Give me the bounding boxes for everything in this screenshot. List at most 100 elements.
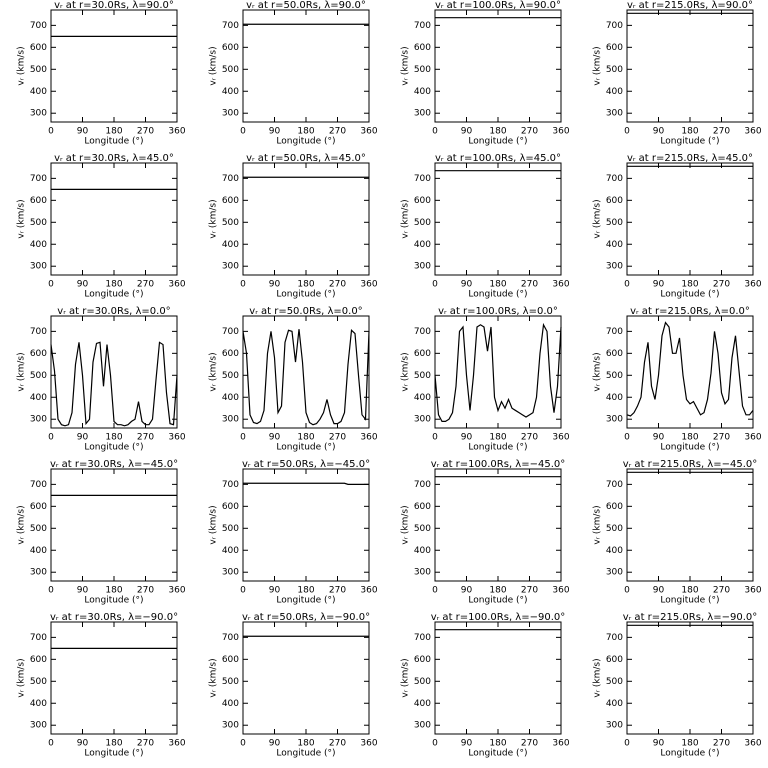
y-tick-label: 600: [222, 349, 239, 359]
x-tick-label: 360: [168, 433, 185, 443]
x-tick-label: 270: [137, 127, 154, 137]
y-tick-label: 500: [414, 218, 431, 228]
x-tick-label: 90: [653, 280, 665, 290]
y-tick-label: 600: [222, 655, 239, 665]
y-tick-label: 600: [222, 43, 239, 53]
x-tick-label: 270: [713, 586, 730, 596]
x-axis-label: Longitude (°): [276, 596, 335, 606]
chart-title: vᵣ at r=50.0Rs, λ=90.0°: [246, 0, 366, 11]
x-tick-label: 0: [48, 280, 54, 290]
y-tick-label: 500: [414, 677, 431, 687]
chart-title: vᵣ at r=30.0Rs, λ=−45.0°: [50, 459, 178, 470]
y-axis-label: vᵣ (km/s): [17, 505, 27, 544]
x-tick-label: 180: [489, 127, 506, 137]
x-tick-label: 0: [624, 433, 630, 443]
y-tick-label: 400: [414, 393, 431, 403]
y-axis-label: vᵣ (km/s): [209, 658, 219, 697]
plot-frame: [434, 468, 562, 582]
plot-frame: [242, 468, 370, 582]
y-tick-label: 500: [222, 677, 239, 687]
y-tick-label: 500: [30, 524, 47, 534]
y-tick-label: 500: [222, 218, 239, 228]
y-tick-label: 300: [30, 568, 47, 578]
x-tick-label: 270: [521, 280, 538, 290]
y-axis-label: vᵣ (km/s): [401, 658, 411, 697]
plot-frame: [242, 9, 370, 123]
x-tick-label: 360: [168, 586, 185, 596]
x-tick-label: 90: [77, 280, 89, 290]
y-tick-label: 300: [414, 262, 431, 272]
x-axis-label: Longitude (°): [84, 443, 143, 453]
x-tick-label: 90: [461, 127, 473, 137]
y-axis-label: vᵣ (km/s): [17, 352, 27, 391]
y-axis-label: vᵣ (km/s): [593, 352, 603, 391]
plot-frame: [434, 621, 562, 735]
y-tick-label: 600: [414, 196, 431, 206]
x-tick-label: 180: [297, 280, 314, 290]
y-tick-label: 400: [222, 699, 239, 709]
x-tick-label: 0: [240, 586, 246, 596]
y-axis-label: vᵣ (km/s): [17, 658, 27, 697]
x-tick-label: 90: [269, 433, 281, 443]
x-tick-label: 180: [105, 586, 122, 596]
y-tick-label: 300: [30, 415, 47, 425]
x-tick-label: 0: [48, 586, 54, 596]
y-tick-label: 500: [414, 65, 431, 75]
y-tick-label: 400: [222, 240, 239, 250]
data-line: [243, 482, 369, 485]
y-tick-label: 300: [414, 109, 431, 119]
plot-frame: [242, 621, 370, 735]
x-axis-label: Longitude (°): [660, 137, 719, 147]
y-tick-label: 400: [30, 393, 47, 403]
x-tick-label: 90: [269, 739, 281, 749]
x-tick-label: 180: [489, 586, 506, 596]
x-tick-label: 360: [552, 127, 569, 137]
chart-title: vᵣ at r=100.0Rs, λ=−90.0°: [431, 612, 566, 623]
chart-title: vᵣ at r=215.0Rs, λ=90.0°: [627, 0, 753, 11]
chart-title: vᵣ at r=215.0Rs, λ=45.0°: [627, 153, 753, 164]
x-tick-label: 0: [624, 586, 630, 596]
x-tick-label: 360: [360, 586, 377, 596]
y-tick-label: 400: [30, 546, 47, 556]
x-tick-label: 0: [432, 433, 438, 443]
x-tick-label: 270: [521, 739, 538, 749]
x-tick-label: 90: [269, 280, 281, 290]
y-axis-label: vᵣ (km/s): [209, 352, 219, 391]
x-tick-label: 90: [77, 739, 89, 749]
y-axis-label: vᵣ (km/s): [209, 199, 219, 238]
x-tick-label: 0: [240, 280, 246, 290]
x-tick-label: 180: [681, 127, 698, 137]
x-tick-label: 0: [432, 127, 438, 137]
y-tick-label: 400: [606, 699, 623, 709]
y-tick-label: 400: [222, 87, 239, 97]
data-line: [626, 321, 754, 417]
chart-title: vᵣ at r=215.0Rs, λ=−90.0°: [623, 612, 758, 623]
x-tick-label: 270: [521, 127, 538, 137]
x-tick-label: 180: [297, 433, 314, 443]
x-tick-label: 90: [653, 127, 665, 137]
y-tick-label: 300: [414, 415, 431, 425]
x-tick-label: 90: [653, 739, 665, 749]
chart-title: vᵣ at r=100.0Rs, λ=0.0°: [438, 306, 558, 317]
x-axis-label: Longitude (°): [84, 137, 143, 147]
x-tick-label: 270: [137, 739, 154, 749]
chart-title: vᵣ at r=50.0Rs, λ=0.0°: [249, 306, 362, 317]
y-tick-label: 400: [30, 87, 47, 97]
x-tick-label: 180: [489, 433, 506, 443]
y-tick-label: 700: [414, 21, 431, 31]
x-tick-label: 90: [269, 586, 281, 596]
x-tick-label: 360: [168, 127, 185, 137]
y-tick-label: 500: [414, 371, 431, 381]
y-tick-label: 700: [222, 21, 239, 31]
y-tick-label: 600: [606, 502, 623, 512]
x-tick-label: 90: [77, 127, 89, 137]
x-axis-label: Longitude (°): [468, 137, 527, 147]
x-tick-label: 270: [713, 280, 730, 290]
plot-frame: [434, 162, 562, 276]
x-tick-label: 360: [552, 280, 569, 290]
x-tick-label: 360: [360, 127, 377, 137]
x-tick-label: 90: [653, 433, 665, 443]
x-axis-label: Longitude (°): [276, 749, 335, 759]
y-tick-label: 700: [606, 480, 623, 490]
